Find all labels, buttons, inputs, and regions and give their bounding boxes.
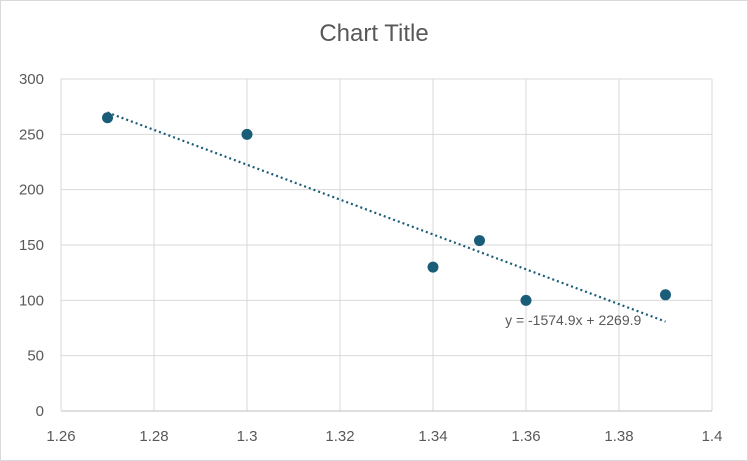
y-tick-label: 200: [19, 182, 44, 199]
x-tick-label: 1.34: [418, 428, 447, 445]
x-tick-label: 1.36: [511, 428, 540, 445]
trendline: y = -1574.9x + 2269.9: [107, 111, 666, 328]
y-tick-label: 150: [19, 237, 44, 254]
x-tick-label: 1.26: [46, 428, 75, 445]
data-point: [427, 261, 439, 273]
y-tick-label: 0: [36, 403, 44, 420]
gridlines: [61, 78, 713, 411]
x-tick-label: 1.38: [604, 428, 633, 445]
y-tick-label: 50: [27, 348, 44, 365]
y-tick-label: 300: [19, 71, 44, 88]
x-tick-label: 1.4: [702, 428, 723, 445]
y-tick-label: 100: [19, 292, 44, 309]
trendline-equation-label: y = -1574.9x + 2269.9: [505, 312, 641, 328]
data-points: [102, 112, 671, 306]
data-point: [520, 294, 532, 306]
trendline-line: [107, 111, 666, 323]
data-point: [474, 235, 485, 247]
data-point: [241, 128, 253, 140]
data-point: [102, 112, 113, 124]
x-tick-label: 1.28: [139, 428, 168, 445]
axes: [60, 79, 712, 412]
data-point: [660, 289, 671, 301]
y-tick-label: 250: [19, 126, 44, 143]
tick-labels: 0 50 100 150 200 250 300 1.26 1.28 1.3 1.32 1.34 1.3…: [19, 71, 722, 445]
chart-title: Chart Title: [319, 20, 429, 47]
x-tick-label: 1.3: [237, 428, 258, 445]
x-tick-label: 1.32: [325, 428, 354, 445]
